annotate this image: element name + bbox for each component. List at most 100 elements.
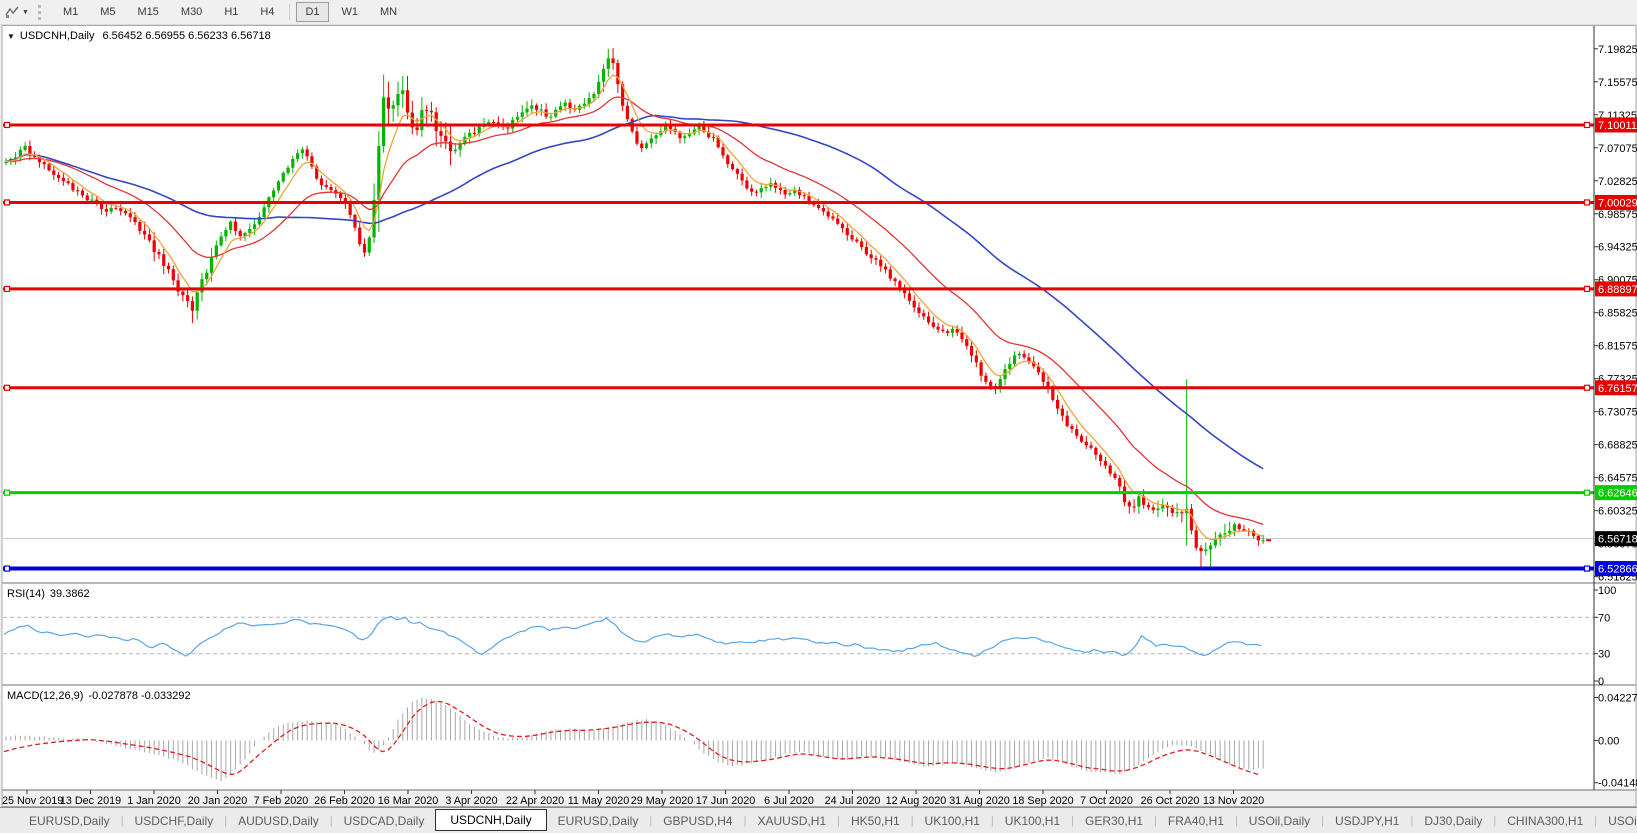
level-handle[interactable] [3, 384, 11, 391]
chart-tab-usdjpy-h1[interactable]: USDJPY,H1 [1335, 813, 1400, 828]
candle-body [4, 161, 8, 163]
chart-tab-usdcad-daily[interactable]: USDCAD,Daily [343, 813, 425, 828]
candle-body [468, 132, 472, 137]
level-handle[interactable] [1583, 384, 1591, 391]
candle-body [946, 331, 950, 333]
chart-ohlc-quotes: 6.56452 6.56955 6.56233 6.56718 [102, 30, 271, 42]
timeframe-button-h1[interactable]: H1 [224, 6, 239, 18]
chart-tab-usdchf-daily[interactable]: USDCHF,Daily [134, 813, 214, 828]
tab-separator: | [910, 814, 914, 827]
timeframe-button-m5[interactable]: M5 [100, 6, 116, 18]
candle-body [1251, 531, 1256, 536]
zigzag-tool-icon[interactable]: ▼ [2, 5, 32, 19]
chart-tab-china300-h1[interactable]: CHINA300,H1 [1507, 813, 1584, 828]
date-label: 1 Jan 2020 [127, 795, 180, 807]
level-handle[interactable] [1583, 489, 1591, 496]
candle-body [176, 280, 180, 292]
level-handle[interactable] [1583, 121, 1591, 129]
timeframe-button-mn[interactable]: MN [380, 6, 398, 18]
candle-body [114, 207, 118, 209]
candle-body [778, 187, 782, 190]
candle-body [119, 208, 123, 211]
candle-body [272, 190, 276, 198]
candle-body [664, 124, 668, 132]
candle-body [821, 207, 825, 212]
candle-body [429, 111, 434, 113]
candle-body [783, 189, 787, 195]
candle-body [721, 147, 725, 156]
candle-body [621, 84, 625, 106]
candle-body [487, 122, 491, 124]
date-label: 31 Aug 2020 [949, 795, 1010, 807]
candle-body [358, 227, 362, 245]
candle-body [549, 116, 553, 118]
chart-tab-ger30-h1[interactable]: GER30,H1 [1085, 813, 1144, 828]
candle-body [386, 97, 390, 109]
chart-tab-uk100-h1[interactable]: UK100,H1 [924, 813, 980, 828]
candle-body [965, 339, 969, 346]
chart-tab-dj30-daily[interactable]: DJ30,Daily [1424, 813, 1483, 828]
candle-body [697, 124, 701, 130]
macd-scale-label: -0.04148 [1598, 778, 1637, 790]
candle-body [190, 301, 195, 311]
candle-body [793, 189, 797, 194]
chart-tab-uk100-h1[interactable]: UK100,H1 [1004, 813, 1061, 828]
candle-body [506, 127, 510, 129]
chart-tab-hk50-h1[interactable]: HK50,H1 [850, 813, 900, 828]
tab-separator: | [1493, 814, 1497, 827]
chart-tab-xauusd-h1[interactable]: XAUUSD,H1 [757, 813, 827, 828]
chart-canvas[interactable]: 7.198257.155757.113257.070757.028256.985… [0, 25, 1637, 807]
level-handle[interactable] [1583, 565, 1591, 572]
candle-body [200, 279, 204, 293]
candle-body [1137, 496, 1141, 507]
slow-ma-line [5, 114, 1264, 470]
candle-body [582, 103, 586, 106]
level-handle[interactable] [1583, 199, 1591, 206]
timeframe-button-m30[interactable]: M30 [180, 6, 203, 18]
toolbar-drag-handle[interactable] [37, 4, 44, 20]
candle-body [1175, 512, 1179, 514]
chart-collapse-icon[interactable]: ▼ [7, 32, 15, 41]
timeframe-button-m1[interactable]: M1 [62, 6, 79, 18]
timeframe-button-d1[interactable]: D1 [296, 2, 329, 22]
candle-body [587, 98, 591, 104]
chart-tab-fra40-h1[interactable]: FRA40,H1 [1167, 813, 1224, 828]
level-handle[interactable] [3, 285, 11, 292]
candle-body [1142, 496, 1146, 505]
candle-body [491, 122, 496, 124]
candle-body [315, 166, 319, 179]
candle-body [100, 203, 104, 209]
candle-body [950, 329, 955, 333]
level-handle[interactable] [1583, 285, 1591, 292]
chart-tab-usdcnh-daily[interactable]: USDCNH,Daily [435, 808, 547, 831]
candle-body [515, 116, 520, 120]
mid-ma-line [5, 96, 1264, 526]
chart-tab-gbpusd-h4[interactable]: GBPUSD,H4 [663, 813, 733, 828]
chart-tab-eurusd-daily[interactable]: EURUSD,Daily [557, 813, 639, 828]
level-handle[interactable] [3, 565, 11, 572]
candle-body [640, 143, 644, 149]
candle-body [248, 228, 252, 233]
candle-body [898, 281, 902, 288]
tool-dropdown-caret[interactable]: ▼ [22, 8, 29, 16]
price-tick-label: 7.07075 [1598, 143, 1637, 155]
candle-body [702, 124, 706, 132]
timeframe-button-h4[interactable]: H4 [260, 6, 275, 18]
price-tick-label: 6.85825 [1598, 308, 1637, 320]
candle-body [195, 292, 199, 311]
level-handle[interactable] [3, 121, 11, 129]
date-label: 13 Dec 2019 [60, 795, 121, 807]
chart-symbol: USDCNH,Daily [19, 30, 95, 42]
candle-body [1060, 408, 1064, 416]
chart-tab-audusd-daily[interactable]: AUDUSD,Daily [238, 813, 319, 828]
chart-tab-usoil-h1[interactable]: USOil,H1 [1608, 813, 1637, 828]
candle-body [367, 237, 371, 253]
date-label: 11 May 2020 [568, 795, 630, 807]
level-handle[interactable] [3, 489, 11, 496]
chart-tab-eurusd-daily[interactable]: EURUSD,Daily [29, 813, 110, 828]
chart-tab-usoil-daily[interactable]: USOil,Daily [1248, 813, 1311, 828]
timeframe-button-w1[interactable]: W1 [341, 6, 359, 18]
timeframe-button-m15[interactable]: M15 [137, 6, 159, 18]
candle-body [286, 167, 290, 173]
level-handle[interactable] [3, 199, 11, 206]
